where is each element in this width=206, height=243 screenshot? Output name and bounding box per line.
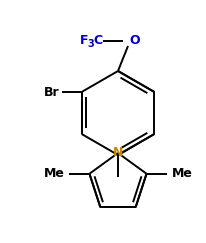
Text: C: C <box>93 35 102 47</box>
Text: F: F <box>79 35 88 47</box>
Text: 3: 3 <box>87 40 94 50</box>
Text: Me: Me <box>43 167 64 180</box>
Text: O: O <box>128 35 139 47</box>
Text: Br: Br <box>44 86 59 98</box>
Text: N: N <box>112 147 123 159</box>
Text: Me: Me <box>171 167 192 180</box>
